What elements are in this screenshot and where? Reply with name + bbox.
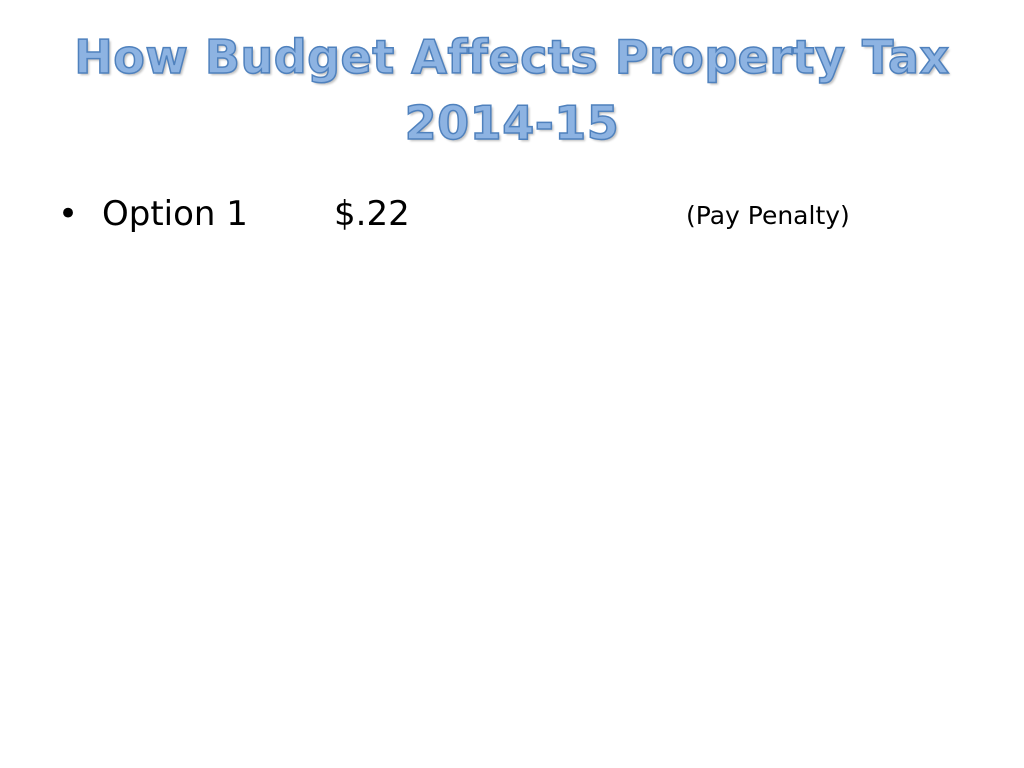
option-value: $.22 [334,194,410,234]
option-note: (Pay Penalty) [686,201,850,230]
option-label: Option 1 [102,194,248,234]
slide-title-line-1: How Budget Affects Property Tax [74,29,950,85]
bullet-item: • Option 1 $.22 (Pay Penalty) [58,190,958,240]
slide-title-line-2: 2014-15 [404,95,620,151]
bullet-marker: • [58,194,79,234]
slide-title: How Budget Affects Property Tax 2014-15 [0,24,1024,156]
